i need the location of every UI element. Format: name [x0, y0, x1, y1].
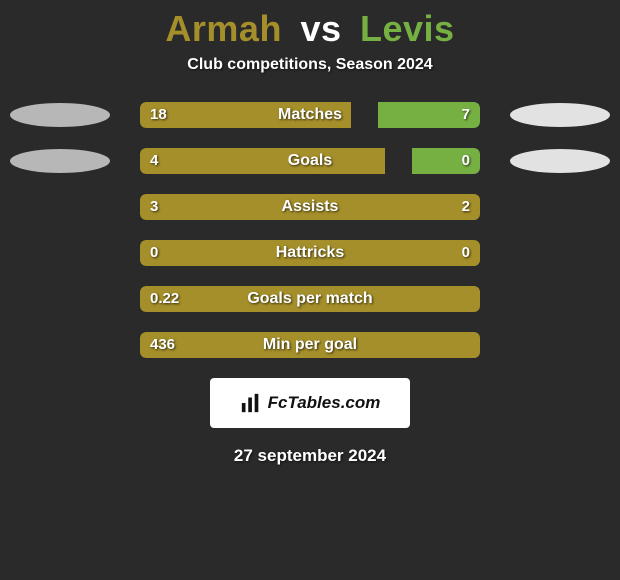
bar-track: 00Hattricks	[140, 240, 480, 266]
ellipse-left-icon	[10, 103, 110, 127]
bar-chart-icon	[240, 392, 262, 414]
bar-left	[140, 286, 480, 312]
bar-track: 40Goals	[140, 148, 480, 174]
bar-track: 32Assists	[140, 194, 480, 220]
stat-value-right: 0	[462, 240, 470, 266]
source-badge-text: FcTables.com	[268, 393, 381, 413]
source-badge: FcTables.com	[210, 378, 410, 428]
bar-left	[140, 102, 351, 128]
ellipse-right-icon	[510, 103, 610, 127]
stat-value-left: 3	[150, 194, 158, 220]
stat-row: 32Assists	[10, 194, 610, 220]
date-line: 27 september 2024	[0, 446, 620, 466]
stat-row: 40Goals	[10, 148, 610, 174]
comparison-chart: 187Matches40Goals32Assists00Hattricks0.2…	[0, 102, 620, 358]
stat-row: 187Matches	[10, 102, 610, 128]
title-player1: Armah	[165, 8, 282, 49]
stat-value-left: 436	[150, 332, 175, 358]
bar-left	[140, 240, 480, 266]
page-title: Armah vs Levis	[0, 8, 620, 50]
stat-row: 436Min per goal	[10, 332, 610, 358]
bar-left	[140, 194, 480, 220]
stat-value-left: 18	[150, 102, 167, 128]
stat-row: 00Hattricks	[10, 240, 610, 266]
bar-track: 187Matches	[140, 102, 480, 128]
ellipse-right-icon	[510, 149, 610, 173]
title-vs: vs	[300, 8, 341, 49]
stat-row: 0.22Goals per match	[10, 286, 610, 312]
subtitle: Club competitions, Season 2024	[0, 56, 620, 74]
bar-left	[140, 148, 385, 174]
stat-value-right: 2	[462, 194, 470, 220]
stat-value-left: 4	[150, 148, 158, 174]
bar-left	[140, 332, 480, 358]
stat-value-right: 7	[462, 102, 470, 128]
stat-value-left: 0.22	[150, 286, 179, 312]
bar-track: 0.22Goals per match	[140, 286, 480, 312]
comparison-infographic: Armah vs Levis Club competitions, Season…	[0, 0, 620, 466]
ellipse-left-icon	[10, 149, 110, 173]
bar-track: 436Min per goal	[140, 332, 480, 358]
title-player2: Levis	[360, 8, 455, 49]
stat-value-left: 0	[150, 240, 158, 266]
stat-value-right: 0	[462, 148, 470, 174]
